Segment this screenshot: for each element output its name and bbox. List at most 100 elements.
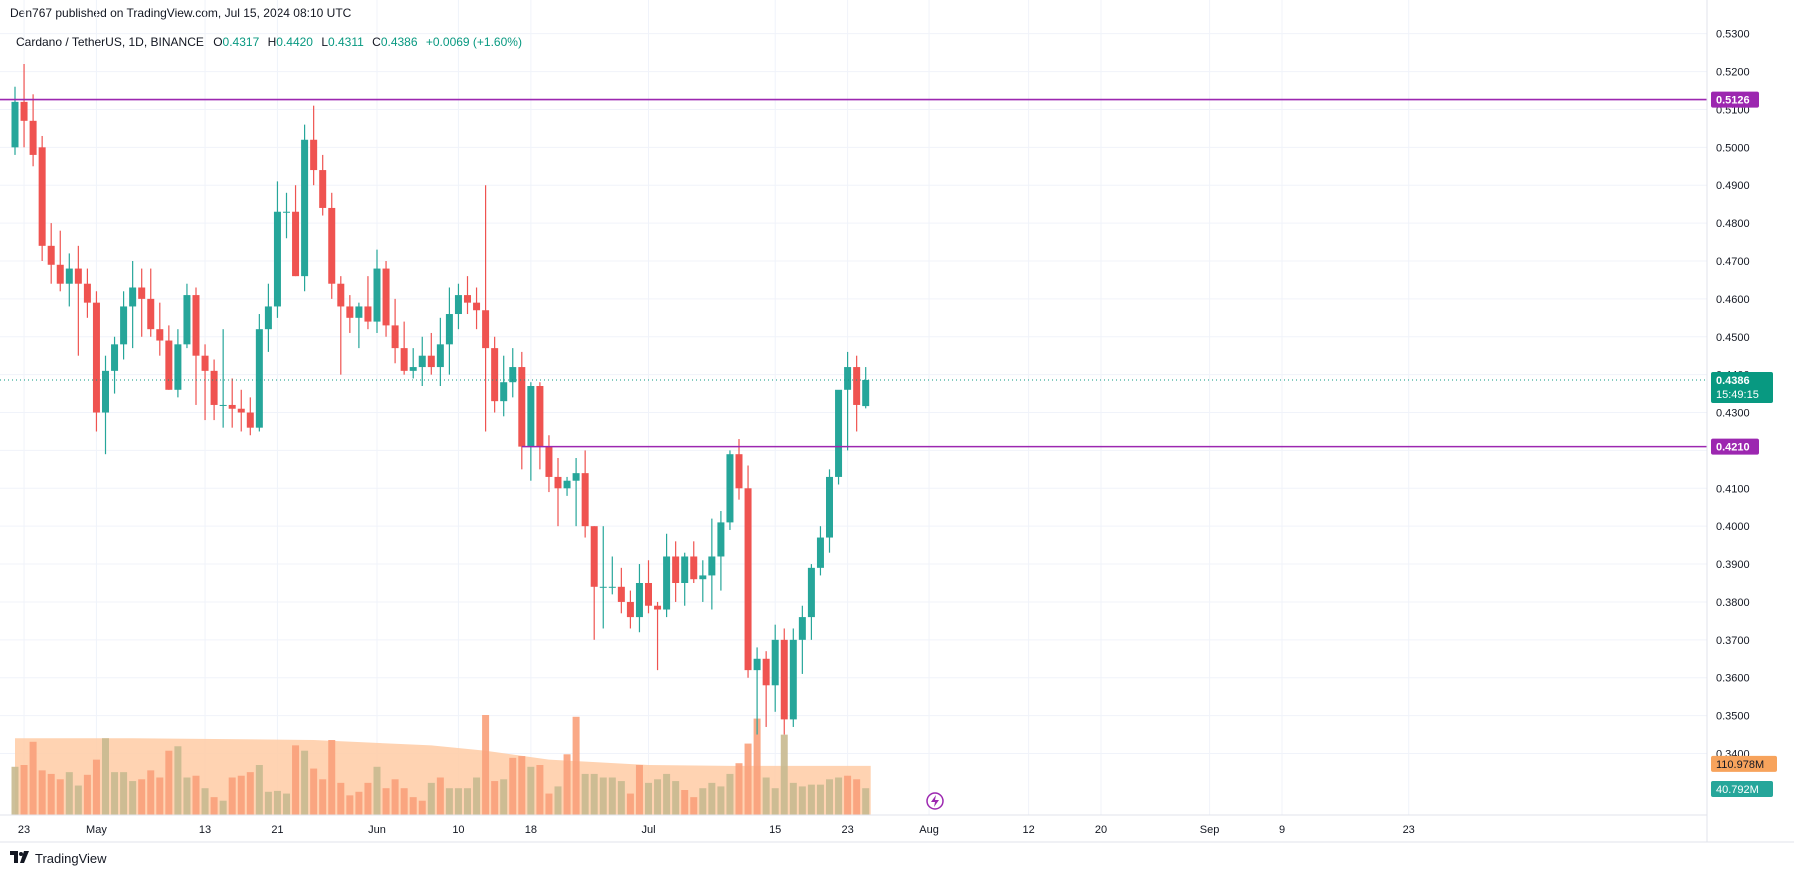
- candle-body: [74, 268, 82, 284]
- last-price-label: 0.4386: [1716, 375, 1750, 387]
- time-tick-label: 23: [1403, 824, 1415, 836]
- volume-bar: [210, 797, 218, 815]
- volume-bar: [228, 777, 236, 815]
- candle-body: [174, 344, 182, 390]
- time-axis[interactable]: 23 May 13 21 Jun 10 18 Jul 15 23 Aug 12 20 Sep 9 23: [18, 824, 1415, 836]
- candle: [744, 465, 752, 678]
- volume-bar: [835, 777, 843, 815]
- candle-body: [518, 367, 526, 447]
- volume-bar: [708, 782, 716, 815]
- candle-body: [328, 207, 336, 284]
- candle: [400, 321, 408, 375]
- candle-body: [626, 601, 634, 618]
- volume-last-label: 40.792M: [1716, 784, 1759, 796]
- candle: [780, 628, 788, 735]
- candle: [572, 457, 580, 527]
- candle: [527, 382, 535, 481]
- candle: [337, 276, 345, 375]
- time-tick-label: 10: [452, 824, 464, 836]
- candle-body: [138, 287, 146, 299]
- candle-body: [391, 325, 399, 349]
- candle: [807, 564, 815, 640]
- candle-body: [617, 586, 625, 602]
- level-label-box-support: [1711, 438, 1759, 455]
- price-axis[interactable]: 0.53000.52000.51000.50000.49000.48000.47…: [1711, 29, 1777, 797]
- candle: [545, 435, 553, 493]
- candle: [608, 556, 616, 595]
- candle-body: [780, 639, 788, 720]
- candle: [174, 329, 182, 398]
- candle-body: [409, 367, 417, 371]
- candle-body: [536, 386, 544, 447]
- candle-body: [816, 537, 824, 568]
- candle: [319, 154, 327, 216]
- candle: [554, 457, 562, 527]
- candle: [409, 348, 417, 379]
- volume-bar: [292, 745, 300, 815]
- time-tick-label: 18: [525, 824, 537, 836]
- volume-bar: [853, 779, 861, 815]
- candle-body: [572, 473, 580, 481]
- candle-body: [29, 120, 37, 155]
- candle: [111, 336, 119, 394]
- volume-bar: [192, 775, 200, 815]
- volume-bar: [844, 775, 852, 815]
- volume-bar: [690, 797, 698, 815]
- volume-bar: [400, 788, 408, 815]
- candle-body: [464, 295, 471, 303]
- volume-bar: [373, 766, 381, 815]
- candle: [192, 287, 200, 405]
- price-tick-label: 0.4800: [1716, 218, 1750, 230]
- candle-body: [608, 586, 616, 588]
- volume-bar: [301, 750, 309, 815]
- candle-body: [509, 367, 517, 383]
- candle: [29, 94, 37, 167]
- price-tick-label: 0.4300: [1716, 408, 1750, 420]
- candles: [11, 63, 870, 735]
- candle-body: [717, 522, 725, 557]
- volume-ma-label: 110.978M: [1716, 759, 1764, 771]
- candle-body: [491, 348, 499, 402]
- volume-bar: [183, 777, 191, 815]
- candle-body: [581, 473, 589, 527]
- candle: [663, 533, 671, 618]
- high-label: H: [268, 35, 277, 49]
- price-tick-label: 0.4000: [1716, 521, 1750, 533]
- tradingview-footer[interactable]: TradingView: [10, 851, 107, 866]
- volume-bar: [789, 782, 797, 815]
- volume-bar: [74, 785, 82, 815]
- volume-bar: [654, 779, 662, 815]
- candle: [228, 378, 236, 428]
- volume-bar: [11, 766, 19, 815]
- volume-bar: [500, 779, 508, 815]
- volume-bar: [672, 781, 680, 815]
- lightning-icon[interactable]: [926, 792, 944, 810]
- level-label-support: 0.4210: [1716, 442, 1750, 454]
- candle-body: [835, 389, 843, 477]
- candle-body: [744, 488, 752, 671]
- candle-body: [436, 344, 444, 368]
- candle-body: [92, 302, 100, 413]
- volume-bar: [717, 786, 725, 815]
- horizontal-levels[interactable]: [0, 98, 1707, 448]
- candle: [835, 389, 843, 485]
- candle: [726, 450, 734, 530]
- candle: [844, 351, 852, 451]
- candle: [246, 397, 254, 436]
- volume-bar: [536, 765, 544, 815]
- candle: [364, 276, 372, 330]
- candle: [454, 283, 462, 330]
- volume-bar: [56, 779, 64, 815]
- volume-bar: [590, 773, 598, 815]
- volume-bar: [319, 779, 327, 815]
- candle-body: [554, 476, 562, 489]
- volume-bar: [418, 800, 426, 815]
- volume-bar: [473, 777, 481, 815]
- candle: [292, 185, 300, 277]
- candle-body: [798, 617, 806, 640]
- candle-body: [762, 658, 770, 686]
- candle: [645, 560, 652, 614]
- candle: [382, 260, 390, 337]
- candle: [102, 355, 109, 455]
